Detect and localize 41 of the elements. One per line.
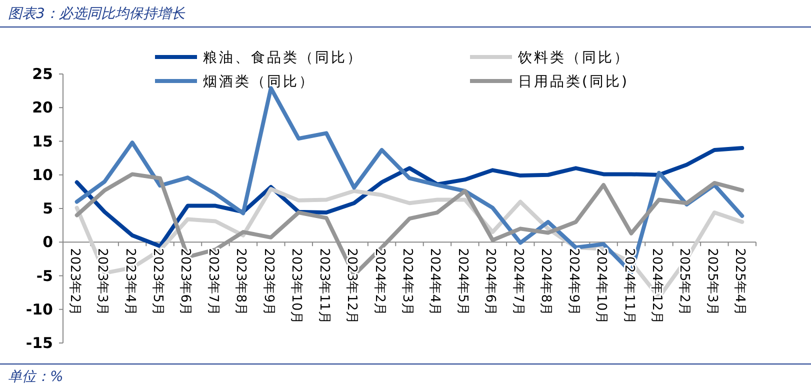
- x-tick-label: 2024年11月: [621, 248, 636, 324]
- legend-label: 粮油、食品类（同比）: [203, 50, 363, 66]
- x-tick-label: 2024年8月: [538, 248, 554, 316]
- x-tick-label: 2023年4月: [122, 248, 138, 316]
- x-tick-label: 2024年6月: [482, 248, 498, 316]
- x-tick-label: 2025年3月: [704, 248, 720, 316]
- x-tick-label: 2024年10月: [594, 248, 609, 324]
- chart-title: 图表3：必选同比均保持增长: [8, 6, 186, 22]
- x-tick-label: 2025年2月: [676, 248, 692, 316]
- x-tick-label: 2023年8月: [233, 248, 248, 316]
- x-tick-label: 2023年7月: [205, 248, 220, 316]
- y-tick-label: -5: [36, 266, 53, 285]
- legend-label: 饮料类（同比）: [517, 50, 630, 66]
- y-tick-label: 25: [32, 65, 53, 83]
- y-tick-label: 20: [32, 98, 53, 117]
- line-series: [74, 146, 744, 248]
- x-tick-label: 2023年11月: [316, 248, 332, 324]
- y-tick-label: -15: [26, 334, 53, 352]
- legend-label: 烟酒类（同比）: [203, 74, 315, 90]
- x-tick-label: 2023年3月: [94, 248, 110, 316]
- x-tick-label: 2024年7月: [510, 248, 526, 316]
- x-tick-label: 2025年4月: [732, 248, 748, 316]
- y-tick-label: 10: [32, 166, 53, 184]
- x-tick-label: 2024年2月: [372, 248, 387, 316]
- x-tick-label: 2024年9月: [566, 248, 581, 316]
- x-tick-label: 2024年3月: [400, 248, 414, 316]
- y-tick-label: -10: [26, 300, 53, 318]
- y-tick-label: 5: [42, 200, 53, 218]
- y-tick-label: 0: [42, 233, 53, 252]
- x-tick-label: 2023年12月: [344, 248, 360, 324]
- y-tick-label: 15: [32, 132, 53, 150]
- x-tick-label: 2023年10月: [288, 248, 304, 324]
- x-tick-label: 2024年12月: [648, 248, 664, 324]
- x-tick-label: 2024年4月: [427, 248, 442, 316]
- x-tick-label: 2023年5月: [150, 248, 166, 316]
- text: 单位：%: [8, 369, 64, 385]
- x-tick-label: 2024年5月: [454, 248, 470, 316]
- x-tick-label: 2023年2月: [66, 248, 82, 316]
- x-tick-label: 2023年6月: [178, 248, 193, 316]
- x-tick-label: 2023年9月: [260, 248, 276, 316]
- legend-label: 日用品类(同比): [518, 74, 629, 90]
